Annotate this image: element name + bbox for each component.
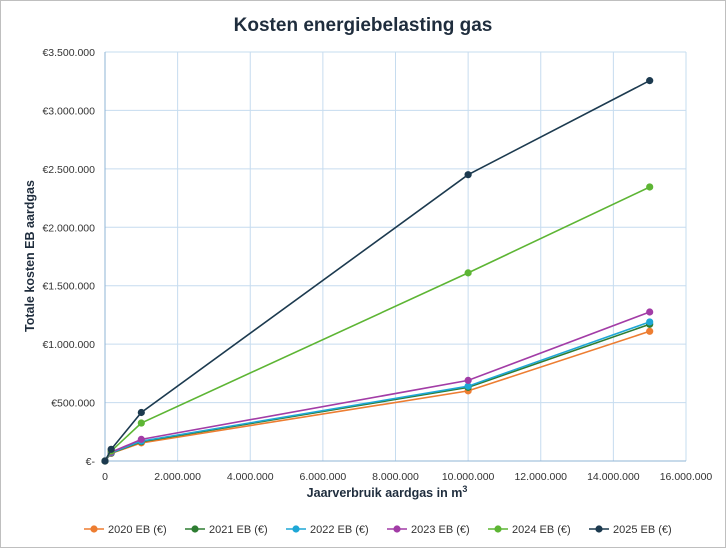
data-point — [646, 77, 654, 85]
series-line — [104, 79, 651, 462]
x-tick-label: 16.000.000 — [660, 471, 713, 483]
x-tick-label: 10.000.000 — [442, 471, 495, 483]
data-point — [137, 435, 145, 443]
data-point — [646, 318, 654, 326]
x-axis-label-superscript: 3 — [462, 484, 467, 494]
chart-title: Kosten energiebelasting gas — [234, 15, 493, 36]
series-4 — [101, 308, 654, 465]
x-tick-label: 4.000.000 — [227, 471, 274, 483]
series-line — [104, 311, 650, 462]
x-tick-label: 0 — [102, 471, 108, 483]
grid — [105, 51, 687, 461]
series-line — [104, 323, 650, 462]
series-3 — [101, 318, 654, 465]
legend-marker — [494, 525, 502, 533]
x-tick-label: 14.000.000 — [587, 471, 640, 483]
legend-entry: 2024 EB (€) — [512, 524, 571, 536]
axes — [104, 52, 686, 462]
y-tick-label: €2.500.000 — [42, 164, 95, 176]
legend-entry: 2025 EB (€) — [613, 524, 672, 536]
data-point — [464, 269, 472, 277]
legend-entry: 2023 EB (€) — [411, 524, 470, 536]
y-tick-label: €500.000 — [51, 398, 95, 410]
data-point — [464, 376, 472, 384]
y-tick-label: €3.000.000 — [42, 105, 95, 117]
data-point — [646, 308, 654, 316]
y-tick-label: €3.500.000 — [42, 47, 95, 59]
legend-entry: 2021 EB (€) — [209, 524, 268, 536]
series-layer — [101, 77, 654, 465]
y-tick-label: €1.500.000 — [42, 281, 95, 293]
y-tick-label: €1.000.000 — [42, 339, 95, 351]
series-6 — [101, 77, 654, 465]
legend-marker — [90, 525, 98, 533]
data-point — [646, 327, 654, 335]
data-point — [646, 183, 654, 191]
x-tick-label: 2.000.000 — [154, 471, 201, 483]
x-tick-label: 6.000.000 — [300, 471, 347, 483]
data-point — [464, 171, 472, 179]
x-tick-label: 8.000.000 — [372, 471, 419, 483]
data-point — [107, 445, 115, 453]
data-point — [137, 408, 145, 417]
data-point — [137, 419, 145, 427]
legend: 2020 EB (€) 2021 EB (€) 2022 EB (€) 2023 EB… — [84, 524, 672, 536]
legend-entry: 2022 EB (€) — [310, 524, 369, 536]
data-point — [464, 382, 472, 390]
series-5 — [101, 183, 654, 465]
y-axis-label: Totale kosten EB aardgas — [23, 180, 37, 332]
legend-marker — [595, 525, 603, 533]
legend-marker — [393, 525, 401, 533]
legend-marker — [191, 525, 199, 533]
y-tick-label: €2.000.000 — [42, 222, 95, 234]
series-line — [104, 186, 651, 462]
y-tick-label: €- — [86, 456, 96, 468]
x-axis-label-text: Jaarverbruik aardgas in m — [307, 486, 463, 500]
tick-labels: €- €500.000 €1.000.000 €1.500.000 €2.000.000… — [42, 47, 712, 483]
legend-marker — [292, 525, 300, 533]
data-point — [101, 457, 109, 465]
legend-entry: 2020 EB (€) — [108, 524, 167, 536]
x-tick-label: 12.000.000 — [514, 471, 567, 483]
x-axis-label: Jaarverbruik aardgas in m3 — [307, 484, 468, 500]
